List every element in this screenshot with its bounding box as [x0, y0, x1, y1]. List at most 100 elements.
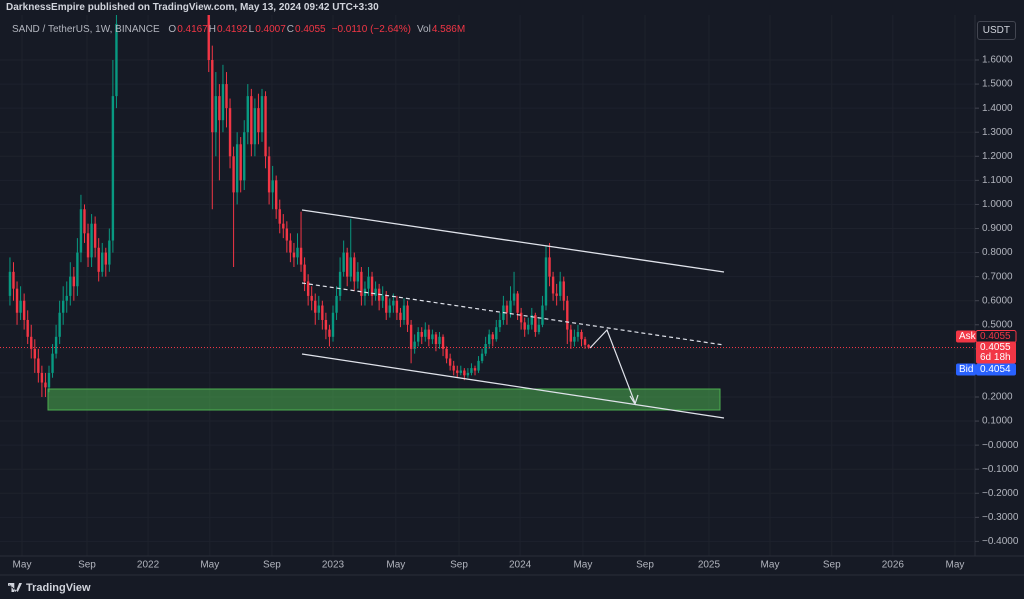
x-tick-label: May — [386, 560, 405, 571]
candle-body — [90, 223, 93, 258]
y-tick-label: −0.3000 — [982, 512, 1019, 523]
lower-trendline — [301, 353, 725, 419]
candle-body — [243, 132, 246, 181]
candle-body — [395, 300, 399, 313]
y-tick-label: −0.1000 — [982, 464, 1019, 475]
y-tick-label: 0.9000 — [982, 223, 1013, 234]
x-tick-label: Sep — [636, 560, 654, 571]
candle-body — [299, 247, 303, 265]
candle-body — [459, 370, 462, 373]
bid-tag-bg — [956, 363, 976, 376]
candle-body — [583, 339, 587, 345]
candle-body — [104, 252, 107, 265]
candle-body — [477, 360, 480, 371]
candle-body — [470, 368, 473, 373]
candle-body — [548, 257, 551, 277]
x-tick-label: May — [573, 560, 592, 571]
candle-body — [392, 300, 395, 306]
candle-body — [530, 315, 533, 325]
candle-body — [314, 300, 317, 313]
candle-body — [487, 334, 491, 345]
candle-body — [463, 370, 466, 376]
candle-body — [72, 276, 76, 287]
ohlc-value: 0.4167 — [177, 24, 208, 35]
x-tick-label: 2024 — [509, 560, 532, 571]
candle-body — [257, 108, 260, 133]
candle-body — [267, 156, 271, 193]
x-tick-label: 2025 — [698, 560, 721, 571]
candle-body — [367, 276, 370, 289]
ask-tag-bg — [956, 330, 976, 343]
ohlc-key: H — [208, 24, 217, 35]
candle-body — [399, 312, 402, 320]
candle-body — [86, 233, 90, 258]
candle-body — [285, 228, 289, 241]
y-tick-label: 1.5000 — [982, 79, 1013, 90]
candle-body — [33, 348, 36, 359]
candle-body — [271, 180, 274, 193]
y-tick-label: 0.5000 — [982, 319, 1013, 330]
candle-body — [580, 332, 583, 340]
candle-body — [356, 271, 360, 282]
candle-body — [424, 329, 427, 337]
y-tick-label: 0.1000 — [982, 416, 1013, 427]
candle-body — [274, 180, 278, 210]
candle-body — [541, 305, 544, 325]
mid-trendline — [301, 282, 725, 346]
candle-body — [523, 322, 526, 330]
brand: TradingView — [8, 582, 91, 594]
x-tick-label: 2023 — [322, 560, 345, 571]
candle-body — [51, 353, 54, 373]
x-tick-label: Sep — [823, 560, 841, 571]
candle-body — [402, 305, 406, 320]
y-tick-label: 1.4000 — [982, 103, 1013, 114]
y-tick-label: 1.2000 — [982, 151, 1013, 162]
x-tick-label: 2026 — [882, 560, 905, 571]
currency-button[interactable]: USDT — [976, 21, 1016, 40]
bid-value: 0.4054 — [980, 364, 1011, 375]
candle-body — [264, 96, 267, 157]
candle-body — [218, 96, 221, 121]
upper-trendline — [301, 209, 725, 273]
candle-body — [558, 281, 562, 296]
candle-body — [317, 305, 320, 313]
candle-body — [406, 305, 409, 325]
candle-body — [250, 96, 253, 145]
ohlc-value: 0.4055 — [295, 24, 326, 35]
candle-body — [498, 319, 502, 328]
candle-body — [310, 295, 313, 301]
symbol: SAND / TetherUS, 1W, BINANCE — [12, 24, 160, 35]
candle-body — [306, 281, 310, 296]
candle-body — [292, 252, 296, 258]
candles — [0, 15, 975, 397]
candle-body — [360, 271, 363, 296]
candle-body — [239, 144, 242, 181]
candle-body — [374, 288, 377, 296]
candle-body — [484, 344, 487, 354]
candle-body — [328, 329, 331, 337]
candle-body — [505, 305, 509, 313]
candle-body — [111, 96, 115, 241]
candle-body — [246, 96, 249, 133]
candle-body — [537, 324, 541, 333]
x-tick-label: Sep — [263, 560, 281, 571]
candle-body — [225, 84, 228, 109]
candle-body — [37, 358, 40, 373]
y-tick-label: −0.0000 — [982, 440, 1019, 451]
candle-body — [445, 348, 448, 359]
bid-tag: Bid — [959, 364, 973, 375]
candle-body — [44, 382, 47, 388]
candle-body — [93, 223, 97, 248]
candle-body — [278, 209, 281, 224]
candle-body — [555, 293, 558, 296]
x-tick-label: Sep — [78, 560, 96, 571]
candle-body — [79, 209, 83, 253]
candle-body — [473, 368, 477, 371]
candle-body — [456, 370, 459, 373]
candle-body — [438, 336, 441, 345]
y-tick-label: 0.7000 — [982, 271, 1013, 282]
candle-body — [97, 247, 100, 272]
brand-name: TradingView — [26, 582, 91, 594]
candle-body — [221, 84, 225, 121]
